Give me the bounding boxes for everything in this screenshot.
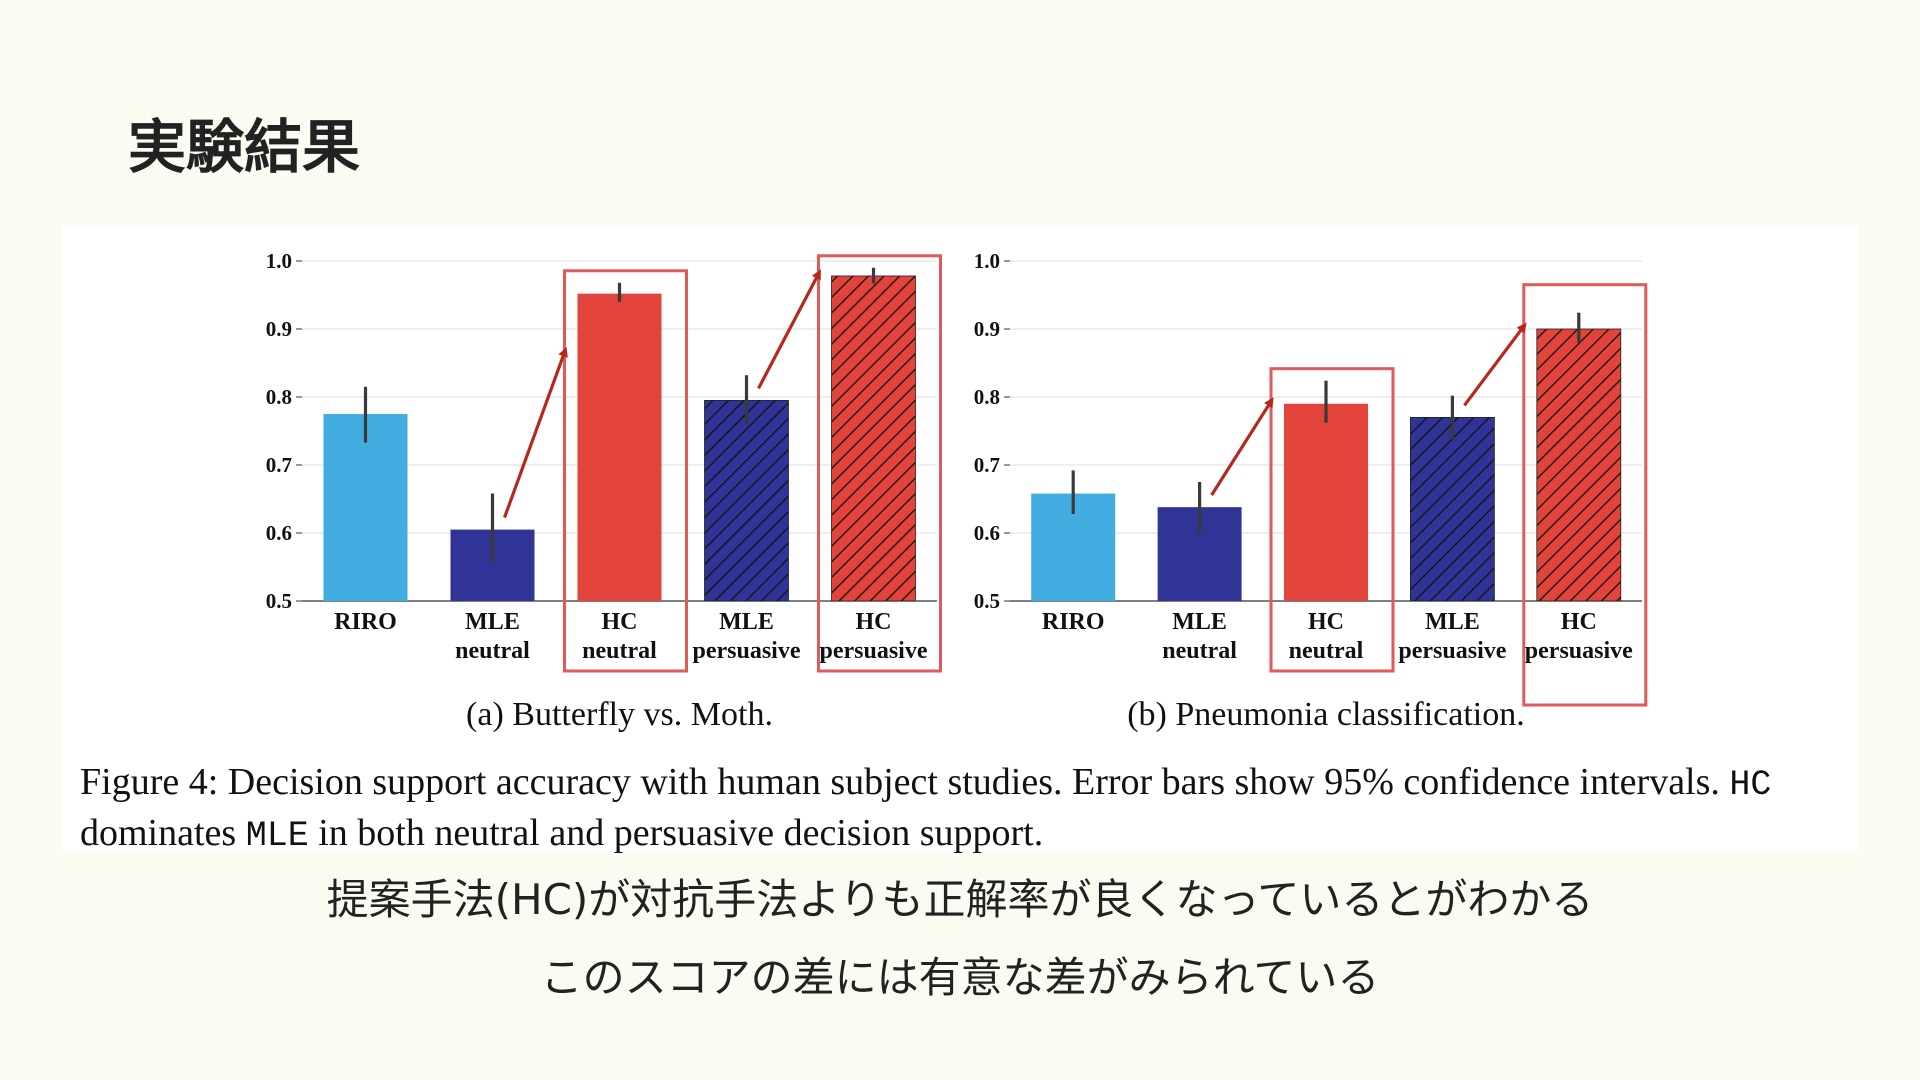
bar <box>577 293 662 601</box>
y-tick-label: 0.7 <box>974 453 1000 477</box>
x-tick-label: HC <box>602 609 638 635</box>
subcaption: (a) Butterfly vs. Moth. <box>466 696 773 733</box>
figure-caption: Figure 4: Decision support accuracy with… <box>80 758 1850 860</box>
x-tick-label: MLE <box>1425 609 1480 635</box>
comparison-arrow <box>502 346 568 519</box>
x-tick-label: neutral <box>1289 638 1364 664</box>
x-tick-label: persuasive <box>1398 638 1506 664</box>
highlight-box <box>1269 367 1395 673</box>
chart-b: 0.5 0.6 0.7 0.8 0.9 1.0 RIRO MLE neutral HC neutra… <box>974 249 1648 733</box>
x-tick-label: RIRO <box>1042 609 1105 635</box>
figure-charts: 0.5 0.6 0.7 0.8 0.9 1.0 RIRO MLE neutral HC neutra… <box>266 249 1648 733</box>
y-tick-label: 0.8 <box>266 385 292 409</box>
bar <box>1410 416 1495 602</box>
x-tick-label: MLE <box>719 609 774 635</box>
y-tick-label: 0.9 <box>266 317 292 341</box>
x-tick-label: neutral <box>582 638 657 664</box>
caption-code-hc: HC <box>1729 765 1772 805</box>
y-tick-label: 0.8 <box>974 385 1000 409</box>
y-tick-label: 0.6 <box>266 521 292 545</box>
y-tick-label: 0.5 <box>974 589 1000 613</box>
x-tick-label: persuasive <box>1525 638 1633 664</box>
comparison-arrow <box>1210 397 1274 497</box>
x-tick-label: HC <box>856 609 892 635</box>
bar <box>1536 328 1622 602</box>
body-line-2: このスコアの差には有意な差がみられている <box>540 953 1380 1002</box>
chart-a: 0.5 0.6 0.7 0.8 0.9 1.0 RIRO MLE neutral HC neutra… <box>266 249 942 733</box>
caption-text-2: dominates <box>80 812 246 854</box>
highlight-box <box>563 269 688 673</box>
y-tick-label: 0.6 <box>974 521 1000 545</box>
x-tick-label: RIRO <box>334 609 397 635</box>
highlight-box <box>1522 283 1648 707</box>
x-tick-label: HC <box>1308 609 1344 635</box>
slide-title: 実験結果 <box>128 113 361 181</box>
y-tick-label: 1.0 <box>266 249 292 273</box>
bar <box>831 275 916 602</box>
x-tick-label: persuasive <box>693 638 801 664</box>
y-tick-label: 0.5 <box>266 589 292 613</box>
body-line-1: 提案手法(HC)が対抗手法よりも正解率が良くなっているとがわかる <box>326 875 1594 924</box>
y-tick-label: 0.7 <box>266 453 292 477</box>
caption-text-3: in both neutral and persuasive decision … <box>308 812 1044 854</box>
highlight-box <box>817 254 942 673</box>
bar <box>323 414 408 601</box>
x-tick-label: persuasive <box>820 638 928 664</box>
y-tick-label: 1.0 <box>974 249 1000 273</box>
y-tick-label: 0.9 <box>974 317 1000 341</box>
bar <box>704 399 789 602</box>
x-tick-label: MLE <box>1172 609 1227 635</box>
caption-text-1: Figure 4: Decision support accuracy with… <box>80 761 1730 803</box>
x-tick-label: neutral <box>455 638 530 664</box>
x-tick-label: MLE <box>465 609 520 635</box>
comparison-arrow <box>757 269 821 390</box>
x-tick-label: neutral <box>1162 638 1237 664</box>
x-tick-label: HC <box>1561 609 1597 635</box>
figure-panel: 0.5 0.6 0.7 0.8 0.9 1.0 RIRO MLE neutral HC neutra… <box>62 226 1858 856</box>
bar <box>1284 403 1368 601</box>
comparison-arrow <box>1463 322 1527 407</box>
subcaption: (b) Pneumonia classification. <box>1127 696 1525 733</box>
caption-code-mle: MLE <box>245 816 309 856</box>
